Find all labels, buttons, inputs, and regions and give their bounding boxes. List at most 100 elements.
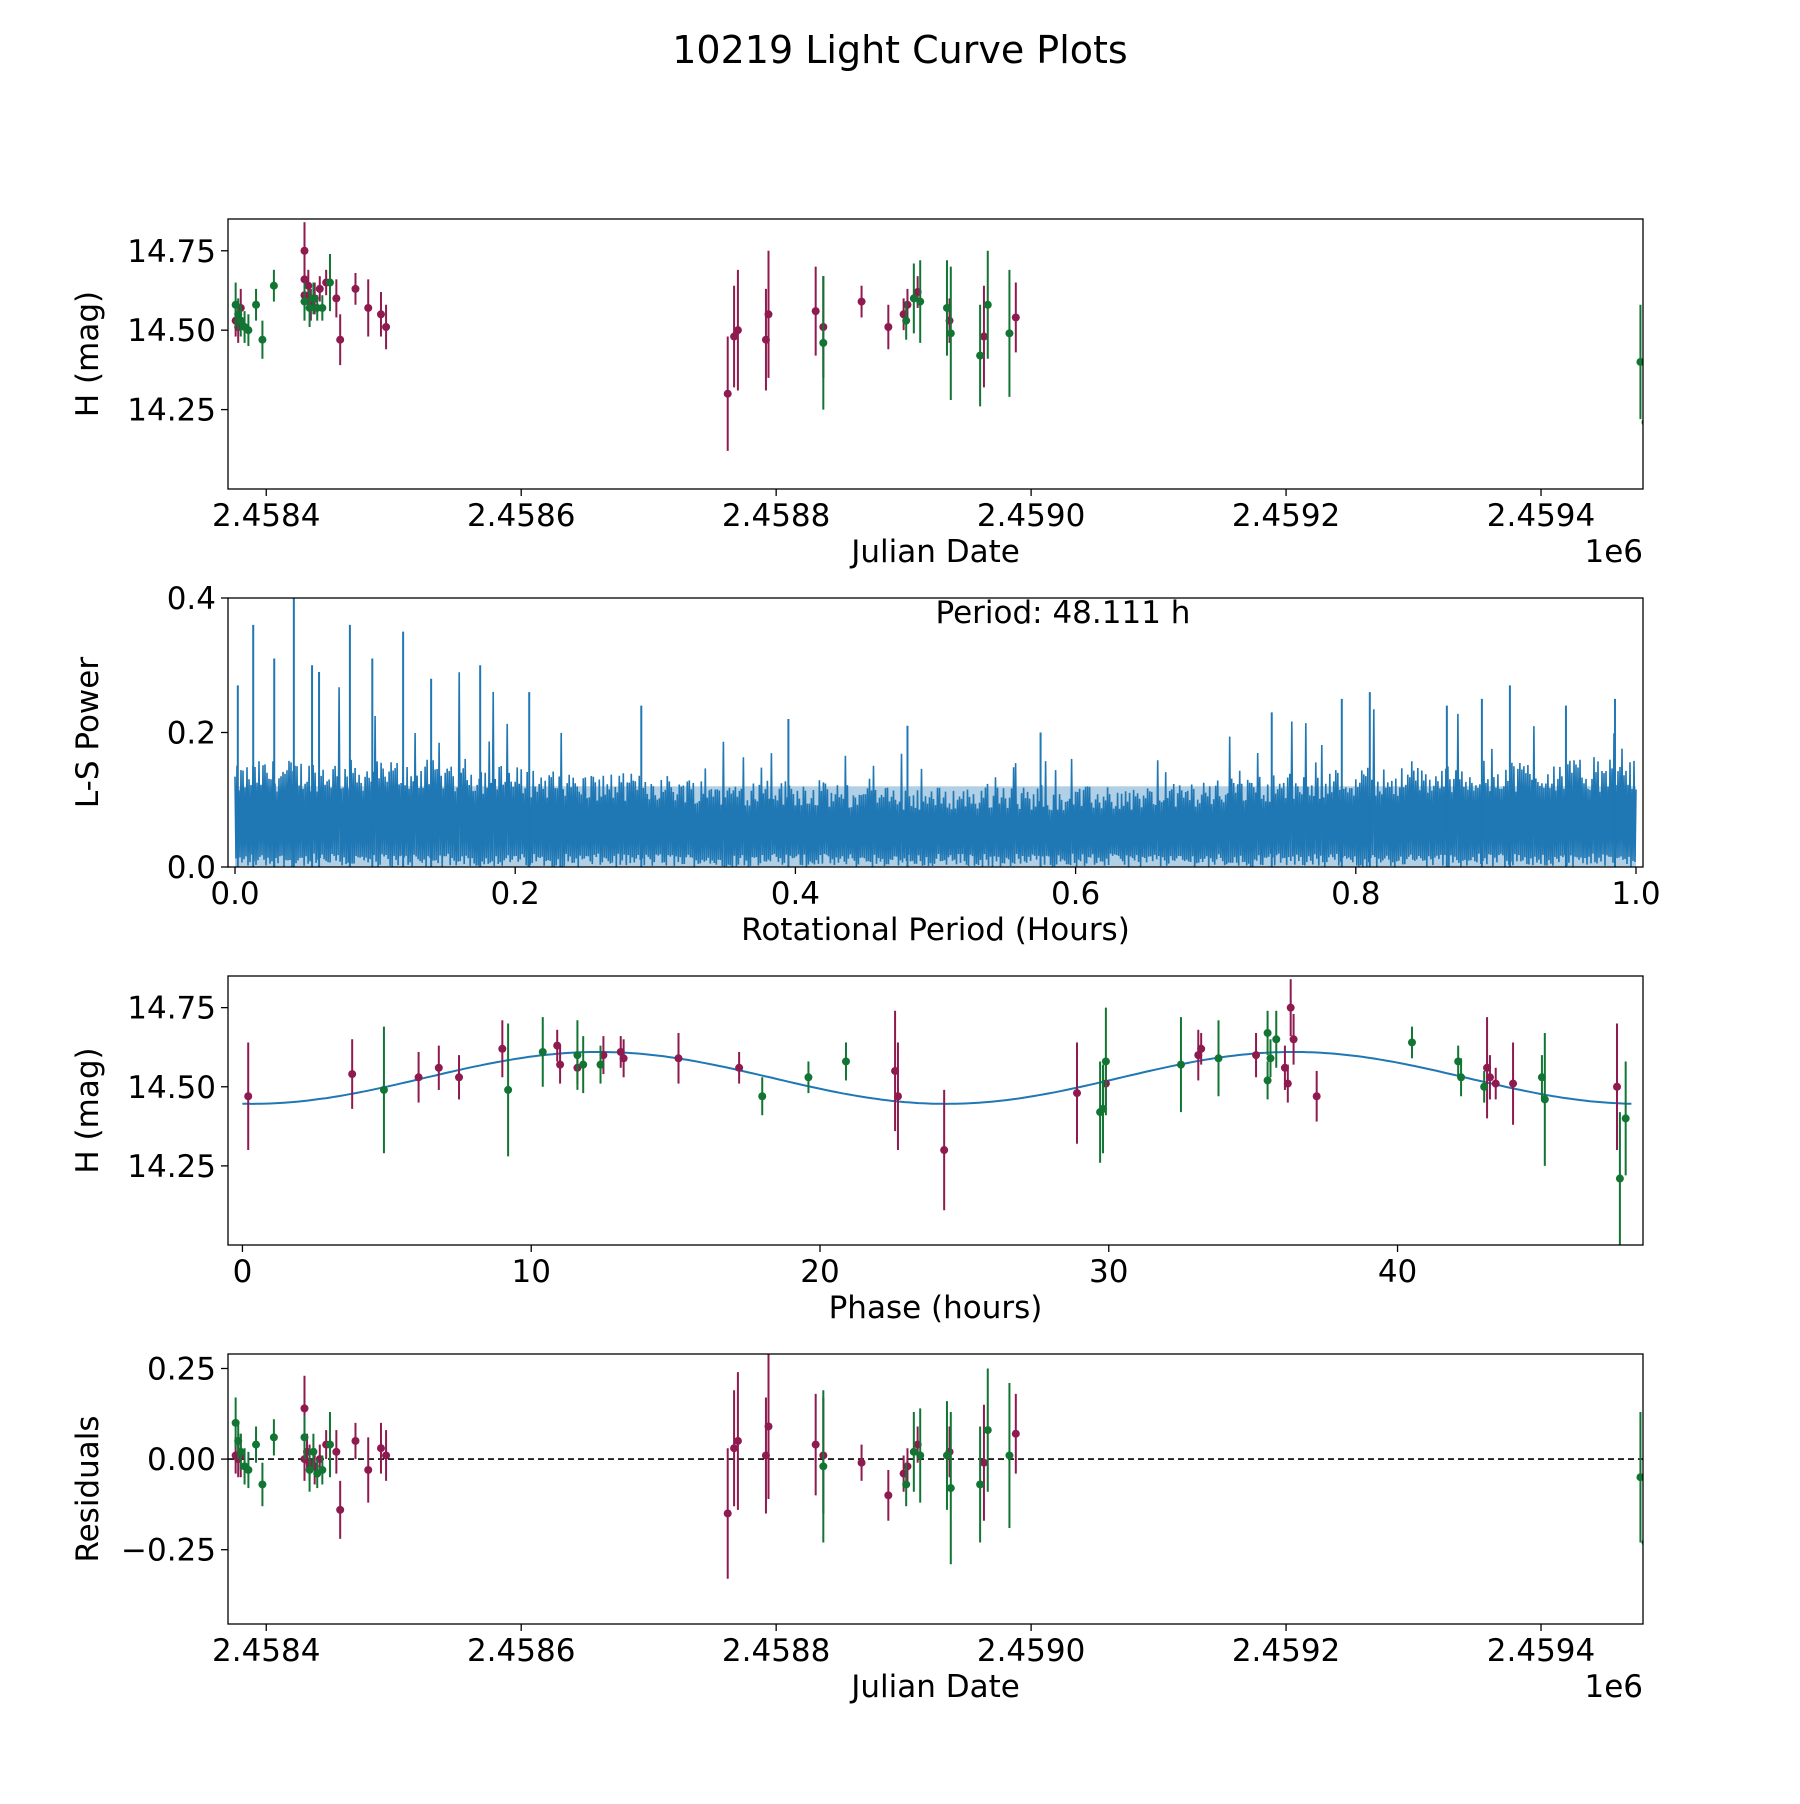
- y-axis-label: L-S Power: [70, 657, 106, 808]
- data-point: [1263, 1076, 1272, 1085]
- y-tick-label: 14.75: [127, 991, 216, 1027]
- residuals-panel: 2.4584 2.4586 2.4588 2.4590 2.4592 2.4594 −0.2…: [70, 1351, 1644, 1705]
- data-point: [1457, 1073, 1466, 1082]
- x-axis-label: Rotational Period (Hours): [741, 912, 1130, 948]
- data-point: [1005, 329, 1014, 338]
- data-point: [244, 1092, 253, 1101]
- data-point: [946, 329, 955, 338]
- data-point: [300, 1404, 309, 1413]
- data-point: [376, 1444, 385, 1453]
- data-point: [1613, 1082, 1622, 1091]
- data-point: [674, 1054, 683, 1063]
- data-point: [1407, 1038, 1416, 1047]
- data-point: [351, 1436, 360, 1445]
- y-axis-label: Residuals: [70, 1415, 106, 1562]
- data-point: [979, 332, 988, 341]
- data-point: [305, 1465, 314, 1474]
- y-tick-label: −0.25: [121, 1533, 216, 1569]
- x-tick-label: 2.4588: [722, 498, 830, 534]
- data-point: [909, 294, 918, 303]
- data-point: [1636, 357, 1643, 366]
- data-point: [819, 338, 828, 347]
- data-point: [434, 1063, 443, 1072]
- data-point: [504, 1085, 513, 1094]
- data-point: [942, 303, 951, 312]
- data-point: [336, 1505, 345, 1514]
- x-tick-label: 0.0: [210, 876, 259, 912]
- x-tick-label: 2.4592: [1232, 498, 1340, 534]
- x-tick-label: 0.2: [491, 876, 540, 912]
- data-point: [1011, 1429, 1020, 1438]
- data-point: [733, 326, 742, 335]
- data-point: [1491, 1079, 1500, 1088]
- data-point: [236, 1447, 245, 1456]
- axes-frame: [227, 218, 1644, 490]
- plot-area: [234, 598, 1637, 867]
- data-point: [300, 297, 309, 306]
- data-point: [1615, 1174, 1624, 1183]
- x-tick-label: 10: [511, 1254, 550, 1290]
- data-point: [318, 1465, 327, 1474]
- data-point: [382, 1451, 391, 1460]
- data-point: [1312, 1092, 1321, 1101]
- data-point: [857, 297, 866, 306]
- y-tick-label: 0.25: [147, 1351, 216, 1387]
- data-point: [1621, 1114, 1630, 1123]
- data-point: [730, 332, 739, 341]
- data-point: [244, 1465, 253, 1474]
- data-point: [619, 1054, 628, 1063]
- data-point: [903, 300, 912, 309]
- data-point: [351, 284, 360, 293]
- x-axis-label: Phase (hours): [829, 1290, 1043, 1326]
- data-point: [979, 1458, 988, 1467]
- x-tick-label: 2.4586: [467, 1633, 575, 1669]
- data-point: [300, 275, 309, 284]
- periodogram-line: [234, 672, 1637, 867]
- data-point: [730, 1444, 739, 1453]
- plot-area: [242, 979, 1632, 1245]
- data-point: [909, 1447, 918, 1456]
- data-point: [364, 303, 373, 312]
- data-point: [236, 316, 245, 325]
- data-point: [1214, 1054, 1223, 1063]
- data-point: [382, 323, 391, 331]
- data-point: [269, 281, 278, 290]
- data-point: [903, 1462, 912, 1471]
- x-tick-label: 2.4588: [722, 1633, 830, 1669]
- data-point: [976, 351, 985, 360]
- x-tick-label: 0.4: [771, 876, 820, 912]
- data-point: [1263, 1028, 1272, 1037]
- x-tick-label: 1.0: [1611, 876, 1660, 912]
- data-point: [1636, 1473, 1643, 1482]
- x-tick-label: 30: [1089, 1254, 1128, 1290]
- x-tick-label: 2.4584: [212, 498, 320, 534]
- data-point: [304, 281, 313, 290]
- y-tick-label: 14.75: [127, 234, 216, 270]
- data-point: [1073, 1089, 1081, 1098]
- y-tick-label: 0.4: [167, 581, 216, 617]
- x-tick-label: 0: [233, 1254, 253, 1290]
- data-point: [1540, 1095, 1549, 1104]
- data-point: [269, 1433, 278, 1442]
- x-tick-label: 0.8: [1331, 876, 1380, 912]
- data-point: [498, 1044, 507, 1053]
- x-tick-label: 0.6: [1051, 876, 1100, 912]
- data-point: [884, 1491, 893, 1500]
- phased-panel: 0 10 20 30 40 14.25 14.50 14.75 Phase (hours) H (…: [70, 975, 1644, 1326]
- x-tick-label: 2.4592: [1232, 1633, 1340, 1669]
- data-point: [315, 284, 324, 293]
- data-point: [804, 1073, 813, 1082]
- data-point: [1101, 1057, 1110, 1066]
- data-point: [1283, 1079, 1292, 1088]
- fit-curve: [242, 1051, 1632, 1105]
- data-point: [300, 246, 309, 255]
- data-point: [819, 1462, 828, 1471]
- data-point: [902, 316, 911, 325]
- axes-frame: [227, 1353, 1644, 1625]
- lightcurve-panel: 2.4584 2.4586 2.4588 2.4590 2.4592 2.4594 14.2…: [70, 218, 1644, 570]
- x-offset-label: 1e6: [1584, 1669, 1643, 1705]
- x-tick-label: 2.4594: [1487, 498, 1595, 534]
- data-point: [1266, 1054, 1275, 1063]
